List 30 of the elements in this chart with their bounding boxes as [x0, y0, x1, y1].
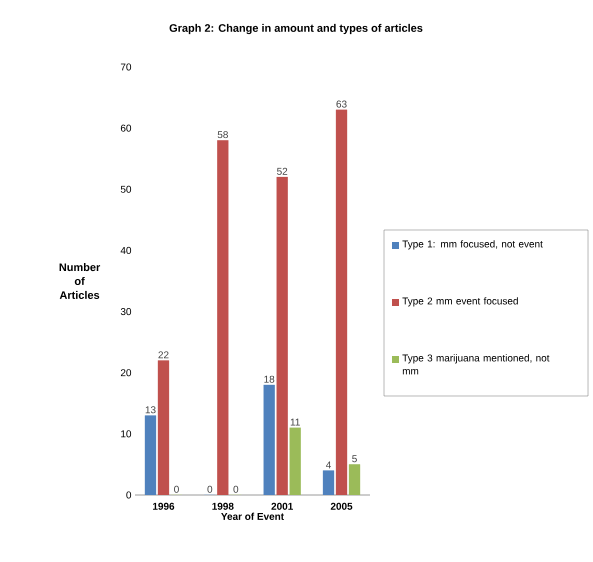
x-axis-title: Year of Event: [221, 512, 284, 520]
x-tick-label: 2005: [330, 502, 352, 510]
data-label: 0: [233, 486, 238, 493]
data-label: 11: [290, 418, 300, 426]
y-tick-label: 20: [120, 369, 132, 376]
data-label: 52: [277, 168, 288, 175]
y-tick-label: 50: [120, 186, 132, 193]
data-label: 22: [158, 351, 169, 358]
data-label: 18: [264, 376, 274, 383]
y-tick-label: 70: [120, 63, 132, 71]
data-label: 0: [207, 486, 212, 493]
data-label: 63: [336, 100, 347, 108]
data-label: 4: [326, 461, 331, 468]
y-tick-label: 0: [126, 491, 132, 499]
legend-label: Type 2 mm event focused: [402, 297, 518, 306]
data-label: 13: [146, 406, 156, 414]
y-tick-label: 10: [121, 430, 132, 438]
data-label: 5: [352, 455, 357, 462]
legend-label: Type 1: mm focused, not event: [402, 240, 543, 250]
data-label: 0: [174, 486, 179, 493]
y-axis-title: Number of Articles: [60, 263, 100, 299]
data-label: 58: [218, 131, 228, 138]
x-tick-label: 1998: [212, 502, 234, 510]
y-tick-label: 30: [120, 308, 132, 316]
x-tick-label: 1996: [153, 502, 174, 510]
y-tick-label: 60: [120, 124, 132, 132]
x-tick-label: 2001: [271, 502, 293, 510]
chart-title: Graph 2: Change in amount and types of articles: [170, 24, 422, 34]
legend-label: Type 3 marijuana mentioned, not mm: [402, 354, 550, 374]
y-tick-label: 40: [120, 246, 132, 254]
